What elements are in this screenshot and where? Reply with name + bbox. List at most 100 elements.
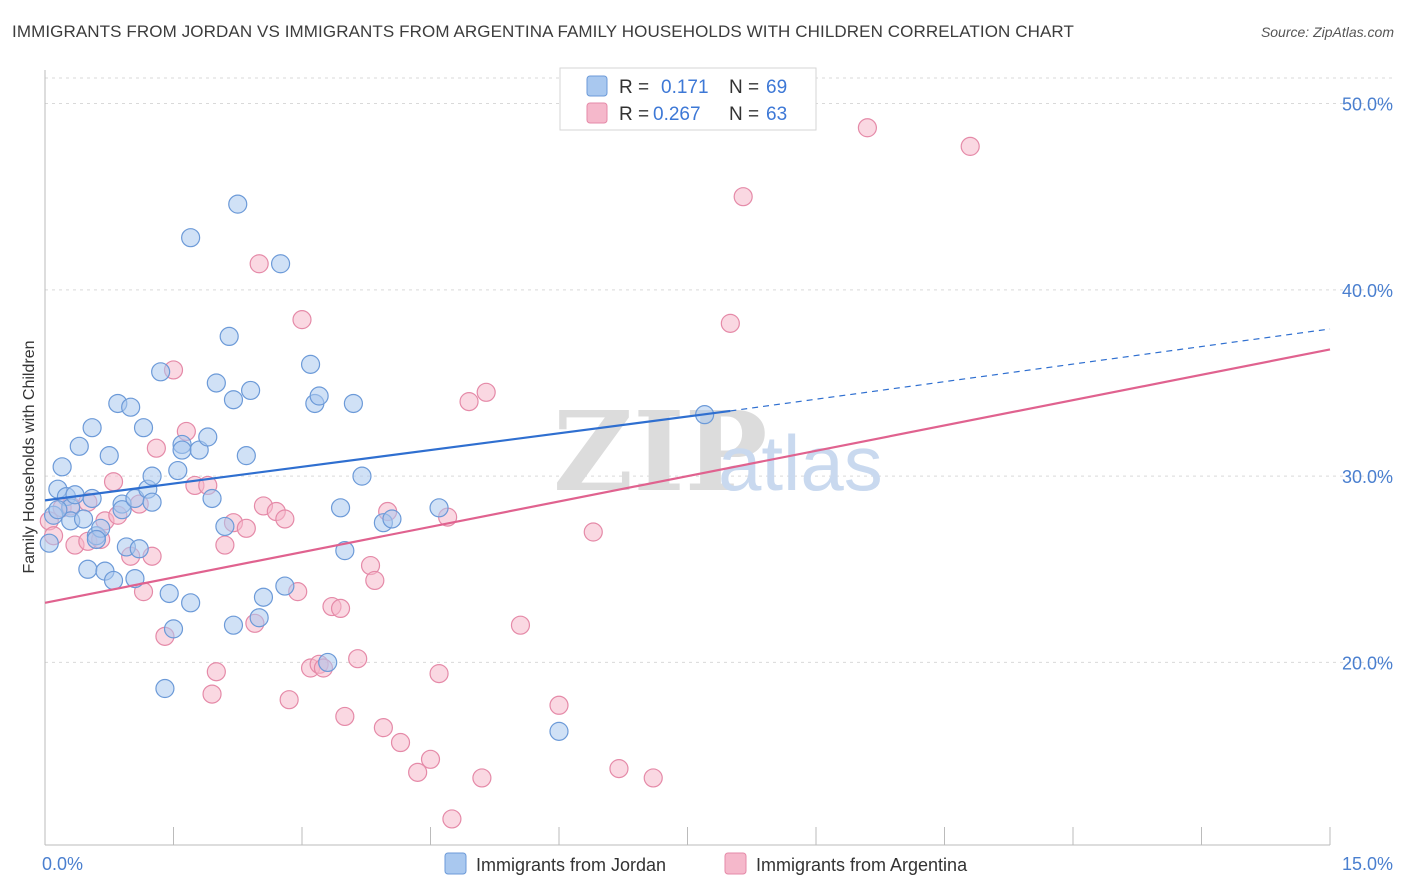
legend-argentina-swatch <box>586 102 608 124</box>
legend-jordan-r-value: 0.171 <box>661 77 709 98</box>
argentina-point <box>249 254 269 274</box>
argentina-point <box>215 535 235 555</box>
legend-argentina-r-value: 0.267 <box>653 104 701 125</box>
argentina-point <box>330 598 351 619</box>
jordan-point <box>151 362 171 382</box>
jordan-point <box>172 440 192 460</box>
argentina-point <box>275 509 295 529</box>
grid-lines <box>45 77 1392 663</box>
jordan-point <box>52 457 72 477</box>
legend-argentina-r-label: R = <box>619 104 649 125</box>
argentina-point <box>472 768 492 788</box>
jordan-point <box>69 436 89 456</box>
argentina-point <box>609 759 629 779</box>
argentina-point <box>429 664 449 684</box>
x-tick-label-min: 0.0% <box>42 854 83 874</box>
y-axis-label: Family Households with Children <box>21 341 38 574</box>
jordan-point <box>48 500 68 520</box>
argentina-point <box>390 732 411 753</box>
jordan-point <box>202 488 222 509</box>
jordan-point <box>82 488 102 509</box>
jordan-point <box>228 194 248 214</box>
jordan-point <box>103 570 124 591</box>
jordan-point <box>249 608 269 628</box>
jordan-point <box>168 460 188 481</box>
jordan-point <box>198 427 218 447</box>
jordan-point <box>330 498 351 518</box>
jordan-point <box>163 619 184 639</box>
jordan-point <box>223 390 244 410</box>
legend-argentina-n-label: N = <box>729 104 759 125</box>
jordan-point <box>382 509 402 529</box>
legend-jordan-n-label: N = <box>729 77 759 98</box>
jordan-point <box>318 652 338 673</box>
jordan-point <box>159 583 179 604</box>
jordan-point <box>206 373 226 393</box>
argentina-point <box>103 472 124 492</box>
jordan-point <box>300 354 321 374</box>
jordan-point <box>99 446 119 466</box>
jordan-trend-line <box>44 409 731 502</box>
jordan-point <box>343 393 363 414</box>
jordan-point <box>309 386 329 406</box>
jordan-point <box>129 539 149 559</box>
y-tick-label-40: 40.0% <box>1342 281 1393 301</box>
argentina-trend-line <box>44 348 1331 604</box>
argentina-point <box>279 690 299 710</box>
legend-argentina-n-value: 63 <box>766 104 787 125</box>
y-tick-labels: 20.0% 30.0% 40.0% 50.0% <box>1342 95 1393 674</box>
source-label: Source: ZipAtlas.com <box>1260 24 1394 40</box>
argentina-point <box>202 684 222 704</box>
jordan-point <box>270 254 291 274</box>
watermark-atlas: atlas <box>718 419 883 507</box>
jordan-point <box>133 418 154 438</box>
jordan-point <box>155 678 175 699</box>
jordan-point <box>181 593 201 613</box>
argentina-point <box>720 313 740 333</box>
jordan-point <box>236 446 256 466</box>
y-tick-label-20: 20.0% <box>1342 653 1393 673</box>
argentina-point <box>510 615 531 635</box>
jordan-point <box>112 500 132 520</box>
x-tick-label-max: 15.0% <box>1342 854 1393 874</box>
jordan-point <box>121 397 141 417</box>
jordan-point <box>335 541 355 561</box>
y-tick-label-30: 30.0% <box>1342 467 1393 487</box>
argentina-point <box>643 768 663 788</box>
argentina-point <box>236 518 256 538</box>
argentina-point <box>476 382 496 402</box>
argentina-point <box>335 706 355 727</box>
jordan-point <box>142 466 162 486</box>
argentina-point <box>348 649 368 669</box>
bottom-legend-jordan-swatch <box>444 852 467 875</box>
argentina-point <box>408 762 428 782</box>
trend-lines <box>44 328 1331 604</box>
jordan-point <box>78 559 98 579</box>
argentina-point <box>442 809 462 829</box>
jordan-points <box>39 194 715 741</box>
jordan-point <box>253 587 274 607</box>
correlation-legend: R = 0.171 N = 69 R = 0.267 N = 63 <box>559 67 817 131</box>
argentina-point <box>583 522 603 542</box>
jordan-point <box>352 466 372 486</box>
jordan-point <box>549 721 569 741</box>
jordan-point <box>215 516 235 537</box>
legend-jordan-swatch <box>586 75 608 97</box>
chart-title: IMMIGRANTS FROM JORDAN VS IMMIGRANTS FRO… <box>12 22 1074 41</box>
x-tick-marks <box>44 827 1331 845</box>
bottom-legend-argentina-label: Immigrants from Argentina <box>756 855 968 875</box>
jordan-point <box>223 615 244 635</box>
argentina-point <box>459 392 479 412</box>
bottom-legend-argentina-swatch <box>724 852 747 875</box>
jordan-point <box>39 533 59 553</box>
jordan-point <box>241 380 261 401</box>
jordan-point <box>86 529 107 550</box>
jordan-point <box>219 326 239 347</box>
argentina-point <box>960 136 980 156</box>
jordan-point <box>82 418 102 438</box>
y-tick-label-50: 50.0% <box>1342 95 1393 115</box>
argentina-point <box>206 662 226 682</box>
argentina-point <box>857 118 878 138</box>
series-legend: Immigrants from Jordan Immigrants from A… <box>444 852 968 875</box>
